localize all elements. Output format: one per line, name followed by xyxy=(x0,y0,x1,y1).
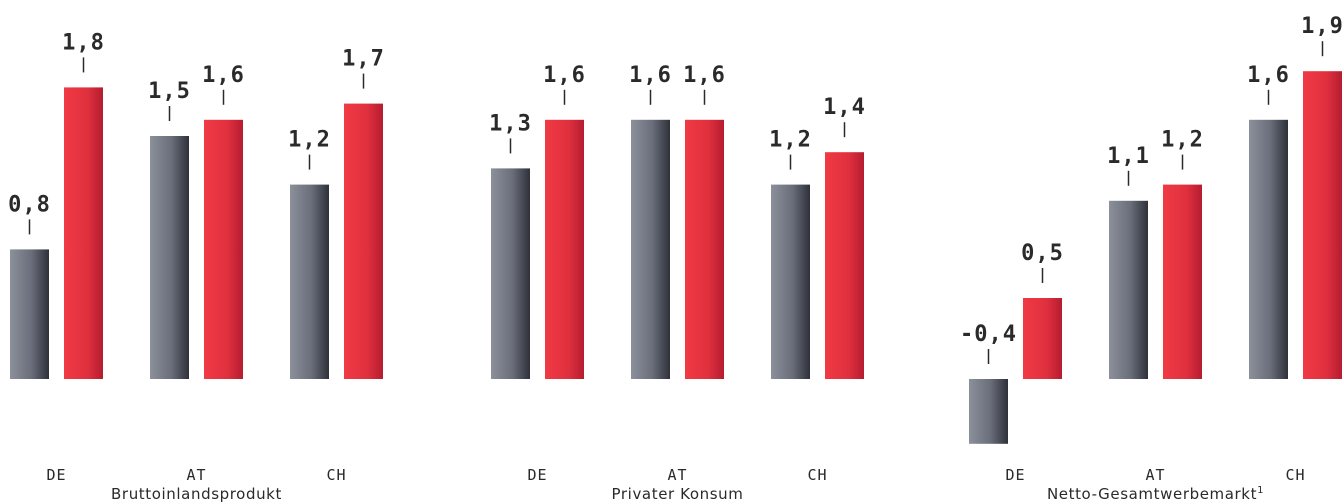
category-label: AT xyxy=(1145,466,1165,484)
value-label: 1,2 xyxy=(288,128,331,153)
category-label: AT xyxy=(186,466,206,484)
category-label: AT xyxy=(667,466,687,484)
bar-at-series-2 xyxy=(204,119,243,380)
value-label: 1,5 xyxy=(148,79,191,104)
value-label: 1,2 xyxy=(769,128,812,153)
bar-ch-series-1 xyxy=(1249,119,1288,380)
bar-at-series-2 xyxy=(1163,184,1202,379)
bar-at-series-1 xyxy=(150,136,189,379)
category-label: DE xyxy=(46,466,66,484)
bar-de-series-2 xyxy=(1023,298,1062,379)
bar-de-series-2 xyxy=(64,87,103,380)
bar-de-series-1 xyxy=(10,249,49,379)
category-label: DE xyxy=(527,466,547,484)
panel-title: Privater Konsum xyxy=(612,485,744,503)
value-label: 1,6 xyxy=(543,63,586,88)
chart-panel-3: -0,4 0,5 DE 1,1 1,2 AT 1,6 1,9 CH Netto-Gesamtwer… xyxy=(960,14,1343,503)
panel-title: Bruttoinlandsprodukt xyxy=(111,485,282,503)
category-label: CH xyxy=(1285,466,1305,484)
value-label: 0,5 xyxy=(1021,241,1064,266)
panel-title: Netto-Gesamtwerbemarkt1 xyxy=(1047,485,1264,503)
category-label: DE xyxy=(1005,466,1025,484)
bar-ch-series-1 xyxy=(771,184,810,379)
category-label: CH xyxy=(326,466,346,484)
value-label: 1,6 xyxy=(629,63,672,88)
bar-ch-series-2 xyxy=(1303,71,1342,379)
bar-de-series-1 xyxy=(969,379,1008,444)
footnote-marker: 1 xyxy=(1257,485,1264,496)
value-label: 1,3 xyxy=(489,111,532,136)
chart-panel-2: 1,3 1,6 DE 1,6 1,6 AT 1,2 1,4 CH Privater Konsum xyxy=(489,63,866,503)
bar-ch-series-1 xyxy=(290,184,329,379)
bar-at-series-1 xyxy=(631,119,670,380)
value-label: 1,6 xyxy=(1247,63,1290,88)
value-label: -0,4 xyxy=(960,322,1017,347)
value-label: 0,8 xyxy=(8,192,51,217)
value-label: 1,8 xyxy=(62,30,105,55)
bar-ch-series-2 xyxy=(344,103,383,379)
chart-panel-1: 0,8 1,8 DE 1,5 1,6 AT 1,2 1,7 CH Bruttoinlandspro… xyxy=(8,30,385,503)
bar-ch-series-2 xyxy=(825,152,864,379)
category-label: CH xyxy=(807,466,827,484)
value-label: 1,1 xyxy=(1107,144,1150,169)
bar-de-series-1 xyxy=(491,168,530,379)
bar-at-series-2 xyxy=(685,119,724,380)
value-label: 1,2 xyxy=(1161,128,1204,153)
value-label: 1,6 xyxy=(202,63,245,88)
bar-de-series-2 xyxy=(545,119,584,380)
value-label: 1,6 xyxy=(683,63,726,88)
value-label: 1,4 xyxy=(823,95,866,120)
value-label: 1,9 xyxy=(1301,14,1343,39)
bar-at-series-1 xyxy=(1109,200,1148,379)
value-label: 1,7 xyxy=(342,47,385,72)
